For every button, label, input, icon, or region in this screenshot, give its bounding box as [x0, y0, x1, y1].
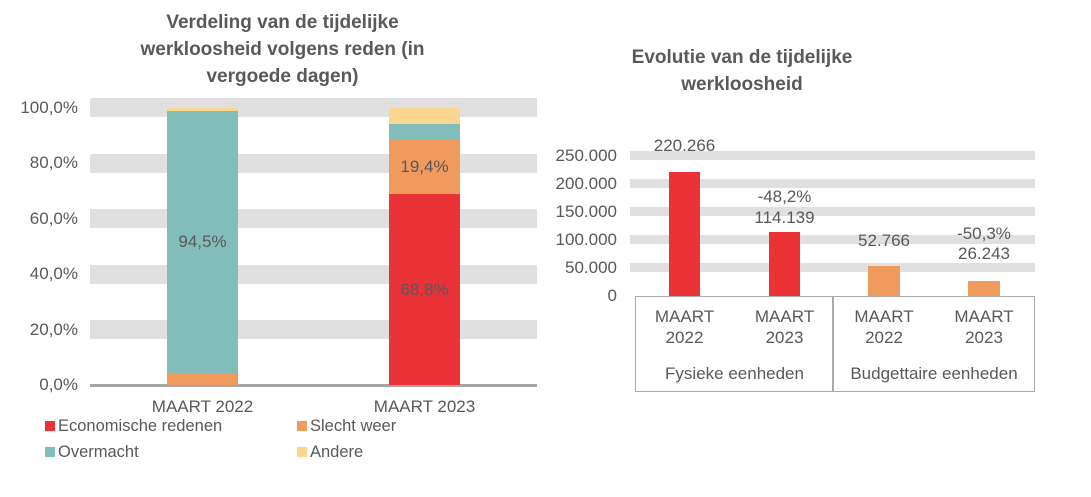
x-axis-line [90, 384, 537, 387]
legend-label: Overmacht [58, 443, 139, 461]
grid-band [630, 263, 1035, 273]
category-label-line2: 2023 [765, 328, 804, 347]
axis-group-label: Budgettaire eenheden [850, 364, 1018, 383]
y-axis-tick-label: 100,0% [20, 97, 78, 117]
segment-data-label: 68,8% [400, 279, 449, 299]
legend-swatch-icon [297, 447, 307, 457]
chart-title-right: Evolutie van de tijdelijke werkloosheid [631, 47, 853, 95]
category-box [635, 296, 1035, 392]
y-axis-tick-label: 200.000 [555, 173, 617, 193]
segment-data-label: 94,5% [178, 231, 227, 251]
legend-item: Andere [297, 443, 363, 461]
legend-label: Economische redenen [58, 417, 223, 435]
legend-label: Andere [310, 443, 364, 461]
value-data-label: 220.266 [653, 136, 716, 155]
legend-swatch-icon [45, 447, 55, 457]
legend-item: Economische redenen [45, 417, 222, 435]
category-label-line1: MAART [754, 307, 815, 326]
grid-band [630, 151, 1035, 160]
value-data-label: 114.139 [754, 208, 815, 227]
bar-segment-slecht-weer [167, 373, 238, 385]
value-data-label: 26.243 [958, 244, 1010, 263]
legend-label: Slecht weer [310, 417, 397, 435]
bar-maart-2023 [968, 281, 1000, 296]
change-data-label: -48,2% [757, 187, 812, 206]
category-label-line2: 2022 [865, 328, 903, 347]
bar-segment-economische-redenen [389, 194, 460, 385]
legend-item: Overmacht [45, 443, 139, 461]
y-axis-tick-label: 250.000 [555, 145, 617, 165]
axis-group-label: Fysieke eenheden [665, 364, 804, 383]
legend-swatch-icon [45, 421, 55, 431]
bar-segment-overmacht [167, 110, 238, 374]
bar-segment-slecht-weer [389, 140, 460, 195]
category-label-line2: 2022 [665, 328, 704, 347]
bar-segment-andere [167, 107, 238, 111]
y-axis-tick-label: 0 [607, 286, 617, 305]
legend-swatch-icon [297, 421, 307, 431]
category-label-line1: MAART [654, 307, 715, 326]
change-data-label: -50,3% [957, 224, 1011, 243]
y-axis-tick-label: 20,0% [29, 319, 78, 339]
y-axis-tick-label: 60,0% [29, 208, 78, 228]
category-label-line1: MAART [854, 307, 914, 326]
bar-maart-2023 [768, 231, 801, 296]
grid-band [90, 264, 537, 284]
bar-maart-2022 [868, 266, 900, 296]
value-data-label: 52.766 [858, 231, 910, 250]
category-label: MAART 2022 [151, 397, 254, 416]
category-label-line2: 2023 [965, 328, 1003, 347]
grid-band [630, 207, 1035, 217]
category-label-line1: MAART [954, 307, 1014, 326]
bar-segment-overmacht [389, 124, 460, 141]
grid-band [90, 153, 537, 173]
y-axis-tick-label: 40,0% [29, 264, 78, 283]
legend-item: Slecht weer [297, 417, 396, 435]
y-axis-tick-label: 100.000 [555, 229, 617, 249]
segment-data-label: 19,4% [400, 157, 449, 177]
category-box-divider [832, 296, 834, 392]
category-label: MAART 2023 [373, 397, 476, 416]
chart-title-left: Verdeling van de tijdelijke werkloosheid… [140, 12, 425, 87]
y-axis-tick-label: 80,0% [29, 153, 78, 172]
grid-band [630, 235, 1035, 245]
grid-band [90, 209, 537, 228]
bar-segment-andere [389, 107, 460, 125]
grid-band [90, 98, 537, 117]
grid-band [90, 320, 537, 339]
y-axis-tick-label: 150.000 [555, 201, 617, 221]
y-axis-tick-label: 50.000 [565, 257, 617, 277]
bar-maart-2022 [668, 172, 701, 296]
y-axis-tick-label: 0,0% [39, 375, 78, 394]
grid-band [630, 179, 1035, 189]
